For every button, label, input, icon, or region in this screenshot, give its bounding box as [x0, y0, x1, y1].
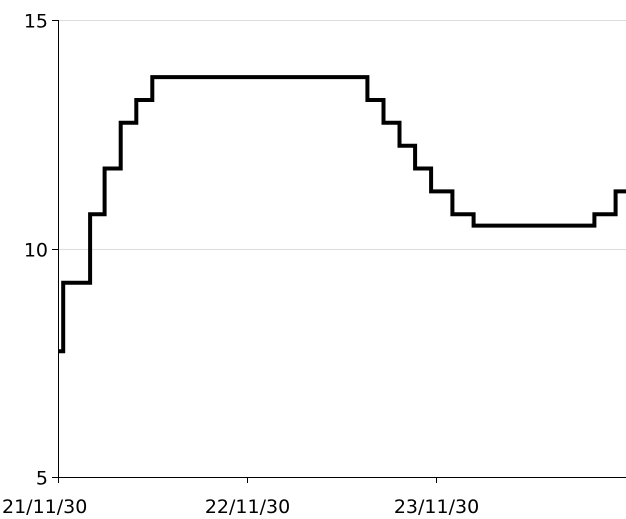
y-tick-label: 10	[24, 240, 48, 262]
x-tick-label: 22/11/30	[205, 496, 290, 518]
series-line-0	[58, 75, 626, 354]
x-tick-label: 23/11/30	[394, 496, 479, 518]
y-tick-label: 5	[36, 468, 48, 490]
axes: 5 10 15 21/11/30 22/11/30 23/11/30	[2, 11, 626, 518]
y-tick-label: 15	[24, 11, 48, 33]
series-group	[58, 75, 626, 354]
x-tick-label: 21/11/30	[2, 496, 87, 518]
grid-lines	[58, 20, 626, 250]
